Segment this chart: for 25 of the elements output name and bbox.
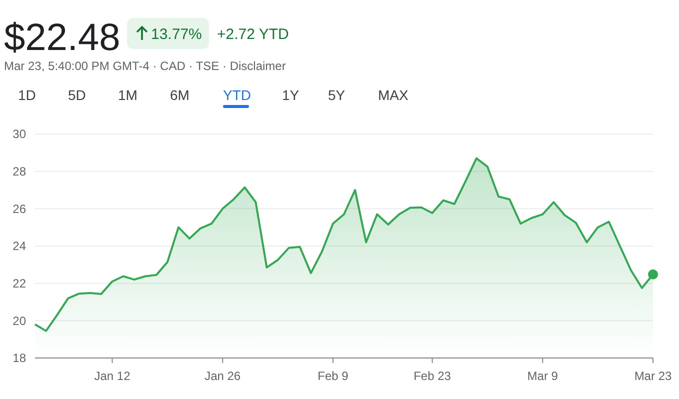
x-tick-label: Feb 9 <box>318 369 349 383</box>
x-tick-label: Jan 26 <box>204 369 241 383</box>
text: 1D <box>18 87 36 103</box>
y-tick-label: 22 <box>12 276 26 291</box>
y-tick-label: 20 <box>12 314 26 328</box>
y-tick-label: 24 <box>12 239 26 254</box>
text: 5Y <box>328 87 346 103</box>
text: 5D <box>68 87 86 103</box>
chart-subtitle: Mar 23, 5:40:00 PM GMT-4 · CAD · TSE · Disclaimer <box>4 59 286 73</box>
text: 1M <box>118 87 138 103</box>
y-tick-label: 30 <box>12 127 26 142</box>
x-tick-label: Mar 9 <box>527 369 558 383</box>
text: +2.72 YTD <box>217 26 290 43</box>
y-tick-label: 26 <box>12 202 26 216</box>
x-tick-label: Feb 23 <box>414 369 452 383</box>
y-tick-label: 18 <box>12 351 26 366</box>
x-tick-label: Mar 23 <box>634 369 672 383</box>
chart-title: $22.48 <box>4 17 120 59</box>
text: 13.77% <box>151 26 202 43</box>
x-tick-label: Jan 12 <box>94 369 131 383</box>
text: YTD <box>223 87 251 103</box>
y-tick-label: 28 <box>12 164 26 179</box>
text: 1Y <box>282 87 300 103</box>
text: 6M <box>170 87 190 103</box>
text: MAX <box>378 87 409 103</box>
